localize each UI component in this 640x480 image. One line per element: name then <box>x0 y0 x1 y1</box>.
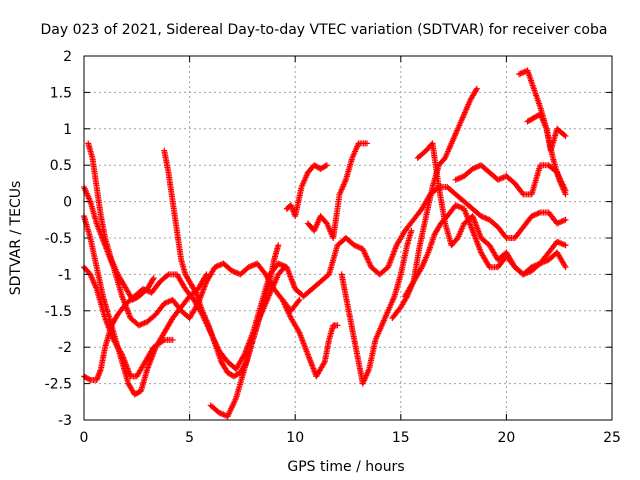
data-point <box>334 322 341 329</box>
data-point <box>323 162 330 169</box>
y-tick-label: 0.5 <box>50 158 72 174</box>
data-point <box>473 87 480 94</box>
series-8 <box>279 296 341 380</box>
data-point <box>561 132 568 139</box>
y-tick-label: -3 <box>58 413 72 429</box>
y-tick-label: -0.5 <box>45 231 72 247</box>
x-axis-label: GPS time / hours <box>287 459 404 475</box>
x-tick-label: 5 <box>185 430 194 446</box>
data-point <box>169 336 176 343</box>
series-2 <box>81 184 569 383</box>
data-point <box>281 264 288 271</box>
data-point <box>562 191 569 198</box>
data-point <box>562 133 569 140</box>
series-17 <box>524 111 569 154</box>
data-point <box>562 242 569 249</box>
x-tick-label: 10 <box>286 430 304 446</box>
y-tick-label: -2.5 <box>45 377 72 393</box>
x-tick-label: 20 <box>497 430 515 446</box>
data-point <box>275 242 282 249</box>
data-marks <box>81 67 569 420</box>
axis-ticks: 0 5 10 15 20 25 -3 -2.5 -2 -1.5 -1 -0.5 0 0.5 1 1.5 2 <box>45 49 621 446</box>
data-point <box>280 265 287 272</box>
series-5 <box>85 140 157 303</box>
series-11 <box>338 227 415 387</box>
data-point <box>322 162 329 169</box>
data-point <box>150 275 157 282</box>
x-tick-label: 15 <box>392 430 410 446</box>
series-7 <box>207 242 282 420</box>
series-14 <box>414 140 569 278</box>
data-point <box>296 296 303 303</box>
data-point <box>86 376 93 383</box>
data-point <box>408 227 415 234</box>
y-tick-label: -1 <box>58 267 72 283</box>
data-point <box>562 216 569 223</box>
data-point <box>502 233 509 240</box>
data-point <box>192 288 199 295</box>
y-tick-label: -2 <box>58 340 72 356</box>
y-tick-label: 1.5 <box>50 85 72 101</box>
series-3 <box>81 184 303 329</box>
data-point <box>519 189 526 196</box>
data-point <box>149 276 156 283</box>
data-point <box>473 85 480 92</box>
y-axis-label: SDTVAR / TECUs <box>8 181 24 296</box>
series-9 <box>283 162 330 220</box>
data-point <box>295 298 302 305</box>
y-tick-label: -1.5 <box>45 304 72 320</box>
x-tick-label: 25 <box>603 430 621 446</box>
data-point <box>364 140 371 147</box>
series-10 <box>304 140 371 241</box>
y-tick-label: 1 <box>63 122 72 138</box>
y-tick-label: 2 <box>63 49 72 65</box>
chart-title: Day 023 of 2021, Sidereal Day-to-day VTE… <box>41 22 608 38</box>
data-point <box>164 272 171 279</box>
x-tick-label: 0 <box>80 430 89 446</box>
data-point <box>562 264 569 271</box>
y-tick-label: 0 <box>63 195 72 211</box>
data-point <box>203 271 210 278</box>
